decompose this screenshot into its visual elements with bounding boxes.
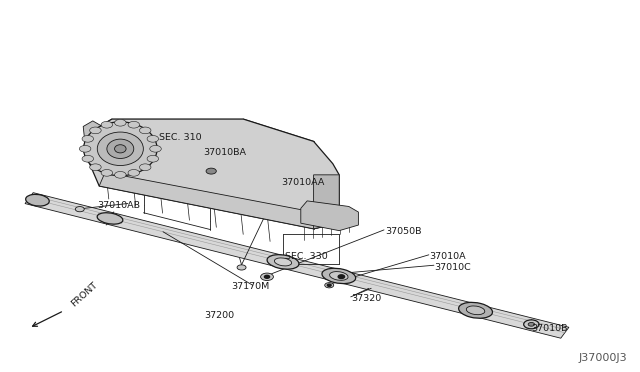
Ellipse shape [275,258,292,266]
Ellipse shape [26,194,49,206]
Text: 37200: 37200 [204,311,234,320]
Polygon shape [314,175,339,229]
Text: 37010C: 37010C [434,263,470,272]
Circle shape [327,284,331,286]
Circle shape [260,273,273,280]
Ellipse shape [79,145,91,152]
Ellipse shape [330,272,348,280]
Text: J37000J3: J37000J3 [579,353,627,363]
Text: 37050B: 37050B [385,227,422,236]
Circle shape [528,323,534,326]
Text: SEC. 310: SEC. 310 [159,133,202,142]
Ellipse shape [115,171,126,178]
Ellipse shape [83,122,157,176]
Circle shape [338,275,344,279]
Circle shape [524,320,539,329]
Text: FRONT: FRONT [69,280,99,309]
Ellipse shape [82,135,93,142]
Ellipse shape [150,145,161,152]
Ellipse shape [82,155,93,162]
Ellipse shape [107,139,134,158]
Text: 37010BA: 37010BA [204,148,246,157]
Circle shape [324,283,333,288]
Circle shape [206,168,216,174]
Text: 37320: 37320 [351,294,381,303]
Polygon shape [25,193,569,338]
Ellipse shape [128,170,140,176]
Ellipse shape [128,121,140,128]
Ellipse shape [101,170,113,176]
Polygon shape [301,201,358,231]
Text: 37010AA: 37010AA [282,178,325,187]
Polygon shape [86,119,339,229]
Ellipse shape [90,164,101,170]
Circle shape [264,275,269,278]
Text: 37010A: 37010A [429,252,465,261]
Circle shape [76,206,84,212]
Polygon shape [99,171,339,229]
Polygon shape [83,121,102,167]
Ellipse shape [467,306,484,315]
Ellipse shape [459,302,493,318]
Ellipse shape [322,268,356,283]
Ellipse shape [140,164,151,170]
Text: 37170M: 37170M [232,282,270,291]
Ellipse shape [101,121,113,128]
Ellipse shape [97,213,123,224]
Ellipse shape [115,145,126,153]
Ellipse shape [115,119,126,126]
Text: 37010B: 37010B [531,324,568,333]
Ellipse shape [267,255,299,269]
Ellipse shape [147,135,159,142]
Text: 37010AB: 37010AB [97,201,140,210]
Ellipse shape [147,155,159,162]
Ellipse shape [140,127,151,134]
Circle shape [237,265,246,270]
Text: SEC. 330: SEC. 330 [285,252,328,261]
Ellipse shape [90,127,101,134]
Ellipse shape [97,132,143,166]
